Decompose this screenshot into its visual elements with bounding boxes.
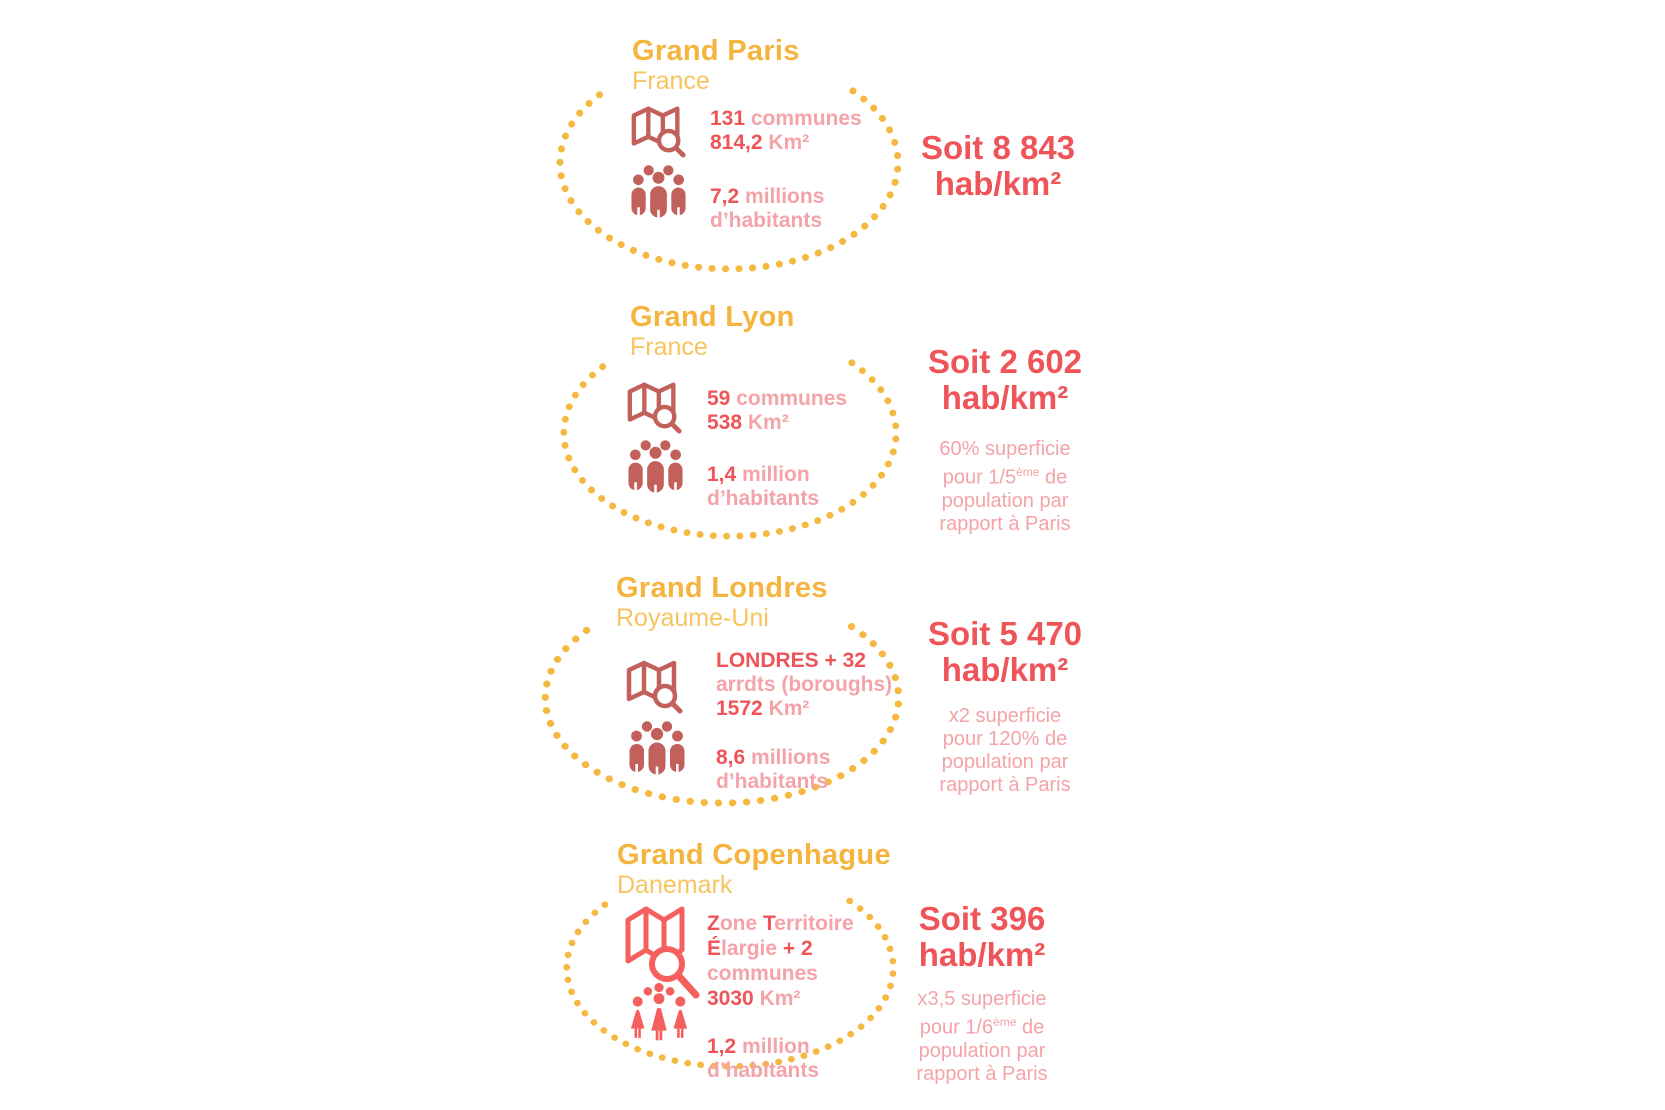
- map-search-icon: [627, 100, 689, 158]
- population-line: 1,4 million: [707, 463, 810, 486]
- dotted-border: [560, 357, 900, 540]
- card-title: Grand Lyon France: [630, 302, 795, 361]
- country-name: Danemark: [617, 871, 733, 899]
- city-name: Grand Paris: [632, 35, 800, 67]
- habitants-line: d’habitants: [707, 1059, 820, 1082]
- zone-line-1: Zone Territoire: [707, 912, 854, 935]
- note-line: pour 1/5ème de: [942, 465, 1068, 489]
- city-name: Grand Londres: [616, 572, 828, 604]
- note-line: population par: [941, 489, 1069, 512]
- density-unit: hab/km²: [941, 379, 1069, 416]
- area-line: 814,2 Km²: [710, 131, 810, 154]
- card-title: Grand Paris France: [632, 36, 800, 95]
- density-unit: hab/km²: [934, 165, 1062, 202]
- population-stat: 8,6 millions d’habitants: [716, 746, 830, 794]
- map-search-icon: [620, 898, 716, 1002]
- population-stat: 1,4 million d’habitants: [707, 463, 819, 511]
- city-name: Grand Lyon: [630, 301, 795, 333]
- note-line: population par: [941, 751, 1069, 773]
- dotted-border: [541, 621, 903, 807]
- note-line: x3,5 superficie: [917, 988, 1047, 1010]
- card-title: Grand Copenhague Danemark: [617, 840, 891, 899]
- area-line: 538 Km²: [707, 411, 789, 434]
- people-group-icon: [628, 718, 686, 784]
- density-value: Soit 8 843: [920, 129, 1076, 166]
- people-group-icon: [630, 163, 687, 226]
- comparison-note: x3,5 superficie pour 1/6ème de populatio…: [882, 988, 1082, 1086]
- zone-line-2: Élargie + 2: [707, 937, 813, 960]
- density-unit: hab/km²: [918, 936, 1046, 973]
- habitants-line: d’habitants: [707, 487, 820, 510]
- density-value: Soit 396: [918, 900, 1046, 937]
- area-stat: Zone Territoire Élargie + 2 communes 303…: [707, 911, 854, 1011]
- population-line: 1,2 million: [707, 1035, 810, 1058]
- density-stat: Soit 5 470 hab/km²: [905, 616, 1105, 688]
- city-name: Grand Copenhague: [617, 839, 891, 871]
- density-value: Soit 2 602: [927, 343, 1083, 380]
- population-line: 7,2 millions: [710, 185, 825, 208]
- note-line: rapport à Paris: [916, 1062, 1048, 1085]
- note-line: rapport à Paris: [939, 774, 1071, 796]
- boroughs-line-2: arrdts (boroughs): [716, 673, 893, 696]
- map-search-icon: [622, 654, 686, 714]
- population-stat: 7,2 millions d’habitants: [710, 185, 824, 233]
- habitants-line: d’habitants: [716, 770, 829, 793]
- density-stat: Soit 8 843 hab/km²: [898, 130, 1098, 202]
- area-line: 1572 Km²: [716, 697, 810, 720]
- habitants-line: d’habitants: [710, 209, 823, 232]
- communes-line: 131 communes: [710, 107, 862, 130]
- density-stat: Soit 396 hab/km²: [882, 901, 1082, 973]
- dotted-border: [563, 896, 897, 1070]
- comparison-note: 60% superficie pour 1/5ème de population…: [905, 438, 1105, 536]
- density-value: Soit 5 470: [927, 615, 1083, 652]
- communes-line: 59 communes: [707, 387, 848, 410]
- country-name: France: [632, 67, 710, 95]
- card-title: Grand Londres Royaume-Uni: [616, 573, 828, 632]
- population-stat: 1,2 million d’habitants: [707, 1035, 819, 1083]
- note-line: rapport à Paris: [939, 512, 1071, 535]
- comparison-note: x2 superficie pour 120% de population pa…: [905, 705, 1105, 797]
- boroughs-line-1: LONDRES + 32: [716, 649, 866, 672]
- note-line: x2 superficie: [948, 705, 1062, 727]
- map-search-icon: [623, 376, 685, 434]
- note-line: pour 1/6ème de: [919, 1015, 1045, 1039]
- country-name: France: [630, 333, 708, 361]
- area-stat: 59 communes 538 Km²: [707, 387, 847, 435]
- density-unit: hab/km²: [941, 651, 1069, 688]
- zone-line-3: communes: [707, 962, 818, 985]
- people-group-icon: [627, 438, 684, 501]
- area-stat: LONDRES + 32 arrdts (boroughs) 1572 Km²: [716, 649, 892, 721]
- women-group-icon: [628, 982, 690, 1054]
- area-stat: 131 communes 814,2 Km²: [710, 107, 862, 155]
- note-line: pour 120% de: [942, 728, 1068, 750]
- density-stat: Soit 2 602 hab/km²: [905, 344, 1105, 416]
- area-line: 3030 Km²: [707, 987, 801, 1010]
- population-line: 8,6 millions: [716, 746, 831, 769]
- note-line: 60% superficie: [939, 438, 1071, 460]
- dotted-border: [556, 85, 902, 273]
- country-name: Royaume-Uni: [616, 604, 769, 632]
- note-line: population par: [918, 1039, 1046, 1062]
